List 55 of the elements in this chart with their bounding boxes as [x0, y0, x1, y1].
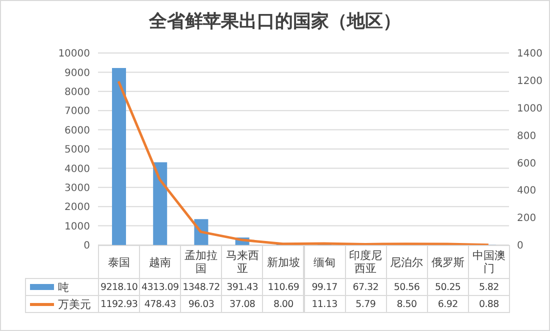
- y-tick-label: 5000: [64, 144, 90, 156]
- data-label: 1192.93: [98, 295, 140, 313]
- y2-tick-label: 600: [517, 158, 536, 170]
- data-label: 110.69: [262, 278, 304, 296]
- x-tick-label: 新加坡: [262, 245, 304, 279]
- data-label: 50.25: [426, 278, 469, 296]
- y-tick-label: 3000: [64, 182, 90, 194]
- y-tick-label: 4000: [64, 164, 90, 175]
- data-label: 0.88: [468, 295, 510, 313]
- data-label: 50.56: [386, 278, 428, 296]
- data-label: 11.13: [304, 295, 346, 313]
- chart-title: 全省鲜苹果出口的国家（地区）: [148, 10, 402, 33]
- y2-tick-label: 800: [517, 130, 536, 142]
- data-label: 8.50: [386, 295, 428, 313]
- x-tick-label: 缅甸: [304, 245, 346, 279]
- y-tick-label: 6000: [64, 125, 90, 136]
- legend-label: 吨: [58, 280, 69, 294]
- data-label: 37.08: [221, 295, 264, 313]
- y-tick-label: 8000: [64, 86, 90, 98]
- y2-tick-label: 200: [517, 213, 536, 224]
- x-tick-label: 马来西亚: [221, 245, 264, 279]
- y2-tick-label: 0: [517, 240, 524, 252]
- data-label: 1348.72: [180, 278, 222, 296]
- data-label: 9218.10: [98, 278, 140, 296]
- y2-tick-label: 1200: [517, 76, 542, 87]
- x-tick-label: 中国澳门: [468, 245, 510, 279]
- data-label: 4313.09: [139, 278, 182, 296]
- x-tick-label: 越南: [139, 245, 182, 279]
- y-tick-label: 2000: [64, 202, 90, 214]
- y-tick-label: 0: [84, 240, 90, 252]
- y-tick-label: 9000: [64, 68, 90, 79]
- data-label: 5.82: [468, 278, 510, 296]
- x-tick-label: 俄罗斯: [426, 245, 469, 279]
- x-tick-label: 尼泊尔: [386, 245, 428, 279]
- y2-tick-label: 400: [517, 186, 536, 197]
- x-tick-label: 泰国: [98, 245, 140, 279]
- data-label: 67.32: [344, 278, 387, 296]
- y2-tick-label: 1400: [517, 48, 542, 60]
- y-tick-label: 10000: [58, 48, 90, 60]
- line-series: [117, 80, 490, 245]
- x-tick-label: 印度尼西亚: [344, 245, 387, 279]
- bar: [153, 162, 168, 245]
- x-tick-label: 孟加拉国: [180, 245, 222, 279]
- data-label: 391.43: [221, 278, 264, 296]
- data-label: 6.92: [426, 295, 469, 313]
- data-label: 478.43: [139, 295, 182, 313]
- data-label: 99.17: [304, 278, 346, 296]
- y2-tick-label: 1000: [517, 103, 542, 114]
- data-label: 5.79: [344, 295, 387, 313]
- bar: [112, 68, 126, 245]
- data-label: 8.00: [262, 295, 304, 313]
- data-label: 96.03: [180, 295, 222, 313]
- y-tick-label: 1000: [64, 221, 90, 232]
- legend-label: 万美元: [58, 298, 91, 310]
- y-tick-label: 7000: [64, 106, 90, 118]
